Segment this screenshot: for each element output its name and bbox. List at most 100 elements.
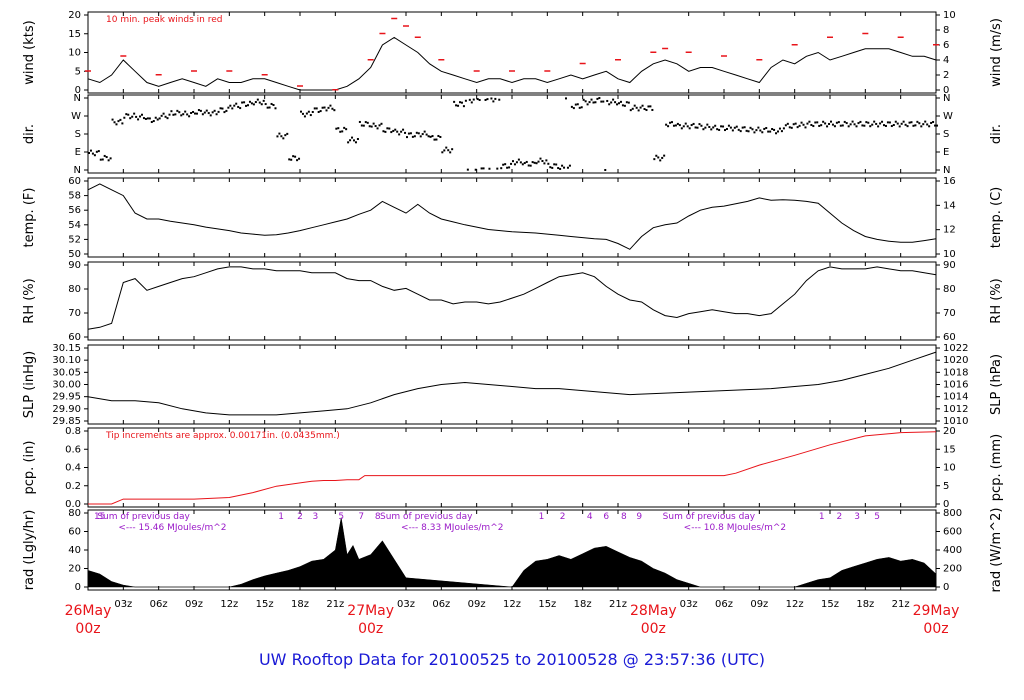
dir-point: [443, 149, 446, 152]
dir-point: [645, 109, 648, 112]
dir-point: [154, 116, 157, 119]
peak-wind-mark: [509, 70, 515, 72]
dir-point: [555, 163, 558, 166]
dir-point: [168, 113, 171, 116]
dir-point: [778, 127, 781, 130]
hour-tick-label: 15z: [821, 599, 839, 610]
dir-point: [735, 125, 738, 128]
dir-point: [737, 128, 740, 131]
dir-point: [500, 167, 503, 170]
dir-point: [229, 104, 232, 107]
dir-point: [392, 129, 395, 132]
dir-point: [610, 101, 613, 104]
dir-point: [203, 111, 206, 114]
dir-point: [712, 126, 715, 129]
dir-point: [908, 121, 911, 124]
dir-point: [117, 120, 120, 123]
dir-point: [386, 127, 389, 130]
dir-point: [667, 125, 670, 128]
rad-summary-label: Sum of previous day: [97, 512, 190, 522]
dir-point: [633, 104, 636, 107]
dir-point: [900, 122, 903, 125]
dir-point: [612, 98, 615, 101]
hour-tick-label: 15z: [256, 599, 274, 610]
dir-point: [400, 130, 403, 133]
dir-point: [170, 110, 173, 113]
dir-point: [127, 113, 130, 116]
hour-tick-label: 21z: [609, 599, 627, 610]
dir-point: [563, 166, 566, 169]
dir-point: [486, 98, 489, 101]
dir-point: [394, 128, 397, 131]
dir-point: [924, 120, 927, 123]
peak-wind-mark: [403, 25, 409, 27]
dir-point: [704, 126, 707, 129]
dir-point: [276, 135, 279, 138]
rad-left-tick-label: 60: [68, 527, 81, 538]
dir-point: [470, 101, 473, 104]
rad-energy-label: <--- 10.8 MJoules/m^2: [684, 523, 786, 533]
dir-point: [162, 112, 165, 115]
dir-point: [462, 105, 465, 108]
dir-point: [133, 112, 136, 115]
panel-wind: 0 5 10 15 20 0 2 4 6 8 10 wind (kts) wind (m/s) 10 mi…: [22, 10, 1004, 96]
rad-rain-mark: 6: [603, 512, 609, 522]
dir-point: [898, 125, 901, 128]
dir-point: [692, 122, 695, 125]
dir-point: [298, 157, 301, 160]
slp-ylabel: SLP (inHg): [22, 351, 37, 419]
dir-point: [119, 118, 122, 121]
dir-point: [710, 128, 713, 131]
dir-point: [653, 158, 656, 161]
dir-point: [139, 115, 142, 118]
slp-left-tick-label: 29.95: [52, 392, 81, 403]
dir-point: [300, 110, 302, 113]
hour-tick-label: 03z: [680, 599, 698, 610]
dir-point: [533, 161, 536, 164]
dir-point: [266, 106, 269, 109]
dir-point: [421, 133, 424, 136]
slp-left-tick-label: 30.15: [52, 343, 81, 354]
dir-point: [294, 155, 297, 158]
dir-point: [262, 99, 265, 102]
rad-left-tick-label: 40: [68, 545, 81, 556]
dir-point: [113, 121, 116, 124]
dir-point: [445, 146, 448, 149]
dir-point: [235, 102, 238, 105]
dir-point: [345, 128, 348, 131]
dir-point: [433, 138, 436, 141]
dir-point: [928, 125, 931, 128]
dir-point: [747, 130, 750, 133]
wind-left-tick-label: 5: [75, 66, 81, 77]
dir-point: [837, 121, 840, 124]
dir-point: [186, 113, 189, 116]
dir-point: [131, 115, 134, 118]
dir-point: [816, 121, 819, 124]
dir-point: [150, 121, 153, 124]
dir-point: [733, 126, 736, 129]
rad-right-tick-label: 400: [943, 545, 962, 556]
dir-right-tick-label: N: [943, 165, 950, 176]
peak-wind-mark: [414, 36, 421, 38]
dir-point: [796, 126, 799, 129]
dir-point: [902, 120, 905, 123]
dir-point: [156, 118, 159, 121]
dir-point: [922, 123, 925, 126]
rh-right-tick-label: 90: [943, 260, 956, 271]
dir-point: [722, 125, 725, 128]
dir-ylabel: dir.: [22, 124, 37, 144]
dir-point: [574, 103, 577, 106]
dir-point: [588, 101, 591, 104]
dir-point: [148, 117, 151, 120]
dir-point: [847, 125, 850, 128]
dir-point: [759, 129, 762, 132]
slp-right-tick-label: 1010: [943, 416, 968, 427]
rh-right-tick-label: 70: [943, 308, 956, 319]
slp-left-tick-label: 30.10: [52, 355, 81, 366]
dir-point: [309, 114, 312, 117]
dir-point: [278, 132, 281, 135]
slp-right-tick-label: 1014: [943, 392, 968, 403]
dir-point: [490, 97, 493, 100]
